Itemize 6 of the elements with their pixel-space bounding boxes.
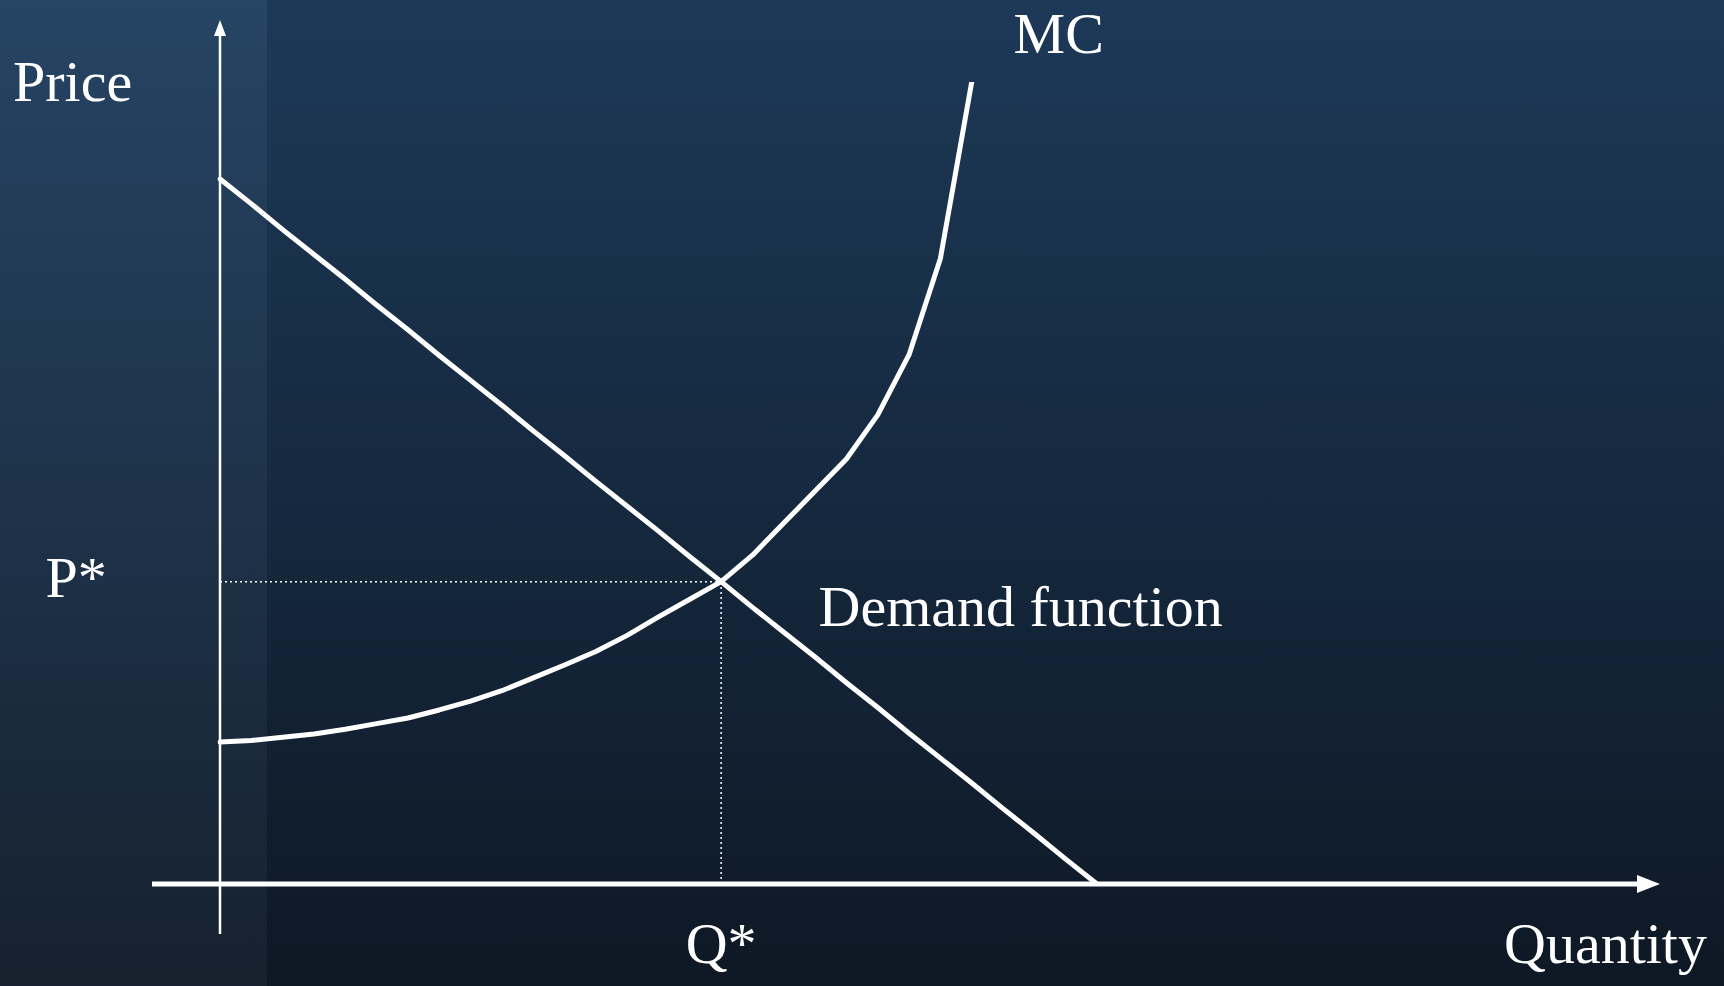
- text: Q*: [685, 911, 757, 977]
- ref-line-label: P*: [45, 544, 107, 610]
- series-label: MC: [1013, 1, 1104, 67]
- series-label: Demand function: [818, 574, 1223, 640]
- text: Quantity: [1504, 911, 1707, 977]
- y-axis-title: Price: [13, 49, 133, 115]
